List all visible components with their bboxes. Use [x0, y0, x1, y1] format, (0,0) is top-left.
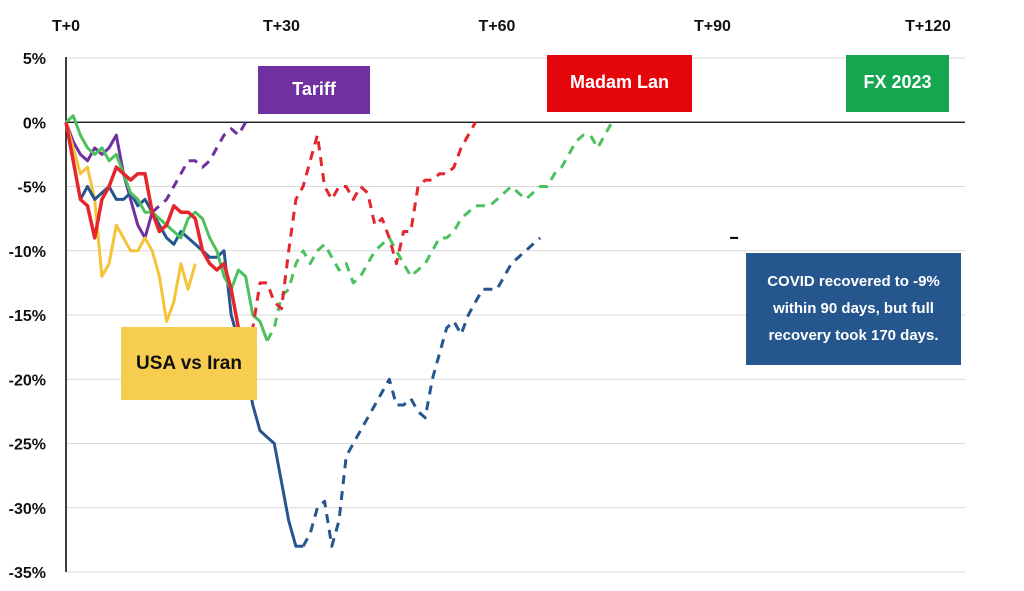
y-tick-label: -10% [9, 244, 46, 261]
annotation-covid-line-1: COVID recovered to -9% [767, 273, 940, 290]
series-covid-projection-line [301, 236, 542, 548]
y-tick-label: -5% [18, 180, 46, 197]
series-layer [64, 114, 614, 548]
annotation-madam-lan-label: Madam Lan [570, 72, 669, 92]
annotation-fx-2023: FX 2023 [846, 55, 949, 112]
annotation-covid-line-2: within 90 days, but full [772, 300, 934, 317]
annotation-tariff-box [258, 66, 370, 114]
y-tick-label: -25% [9, 437, 46, 454]
x-tick-label: T+90 [694, 18, 731, 35]
y-tick-label: 0% [23, 115, 46, 132]
series-tariff [64, 121, 247, 240]
y-tick-label: 5% [23, 51, 46, 68]
x-tick-label: T+60 [479, 18, 516, 35]
x-tick-label: T+30 [263, 18, 300, 35]
y-tick-label: -20% [9, 372, 46, 389]
annotation-fx-2023-box [846, 55, 949, 112]
series-madam-lan-actual-line [64, 121, 248, 348]
annotation-madam-lan: Madam Lan [547, 55, 692, 112]
annotation-usa-vs-iran-box [121, 327, 257, 400]
annotation-tariff-label: Tariff [292, 79, 337, 99]
y-tick-label: -30% [9, 501, 46, 518]
y-axis-tick-labels: 5% 0% -5% -10% -15% -20% -25% -30% -35% [9, 51, 46, 582]
series-madam-lan-projection-line [244, 121, 477, 348]
series-tariff-actual-line [64, 121, 154, 240]
annotation-fx-2023-label: FX 2023 [863, 72, 931, 92]
series-usa-vs-iran-actual-line [64, 121, 197, 323]
x-tick-label: T+0 [52, 18, 80, 35]
annotation-covid-line-3: recovery took 170 days. [768, 327, 938, 344]
series-fx-2023-projection-line [265, 121, 614, 342]
annotation-covid: COVID recovered to -9% within 90 days, b… [746, 253, 961, 365]
y-tick-label: -15% [9, 308, 46, 325]
annotation-covid-box [746, 253, 961, 365]
series-usa-vs-iran [64, 121, 197, 323]
x-tick-label: T+120 [905, 18, 951, 35]
series-madam-lan [64, 121, 477, 348]
x-axis-tick-labels: T+0 T+30 T+60 T+90 T+120 [52, 18, 951, 35]
series-tariff-projection-line [151, 121, 247, 214]
annotation-tariff: Tariff [258, 66, 370, 114]
annotation-madam-lan-box [547, 55, 692, 112]
y-tick-label: -35% [9, 565, 46, 582]
annotation-usa-vs-iran-label: USA vs Iran [136, 353, 242, 374]
annotation-usa-vs-iran: USA vs Iran [121, 327, 257, 400]
